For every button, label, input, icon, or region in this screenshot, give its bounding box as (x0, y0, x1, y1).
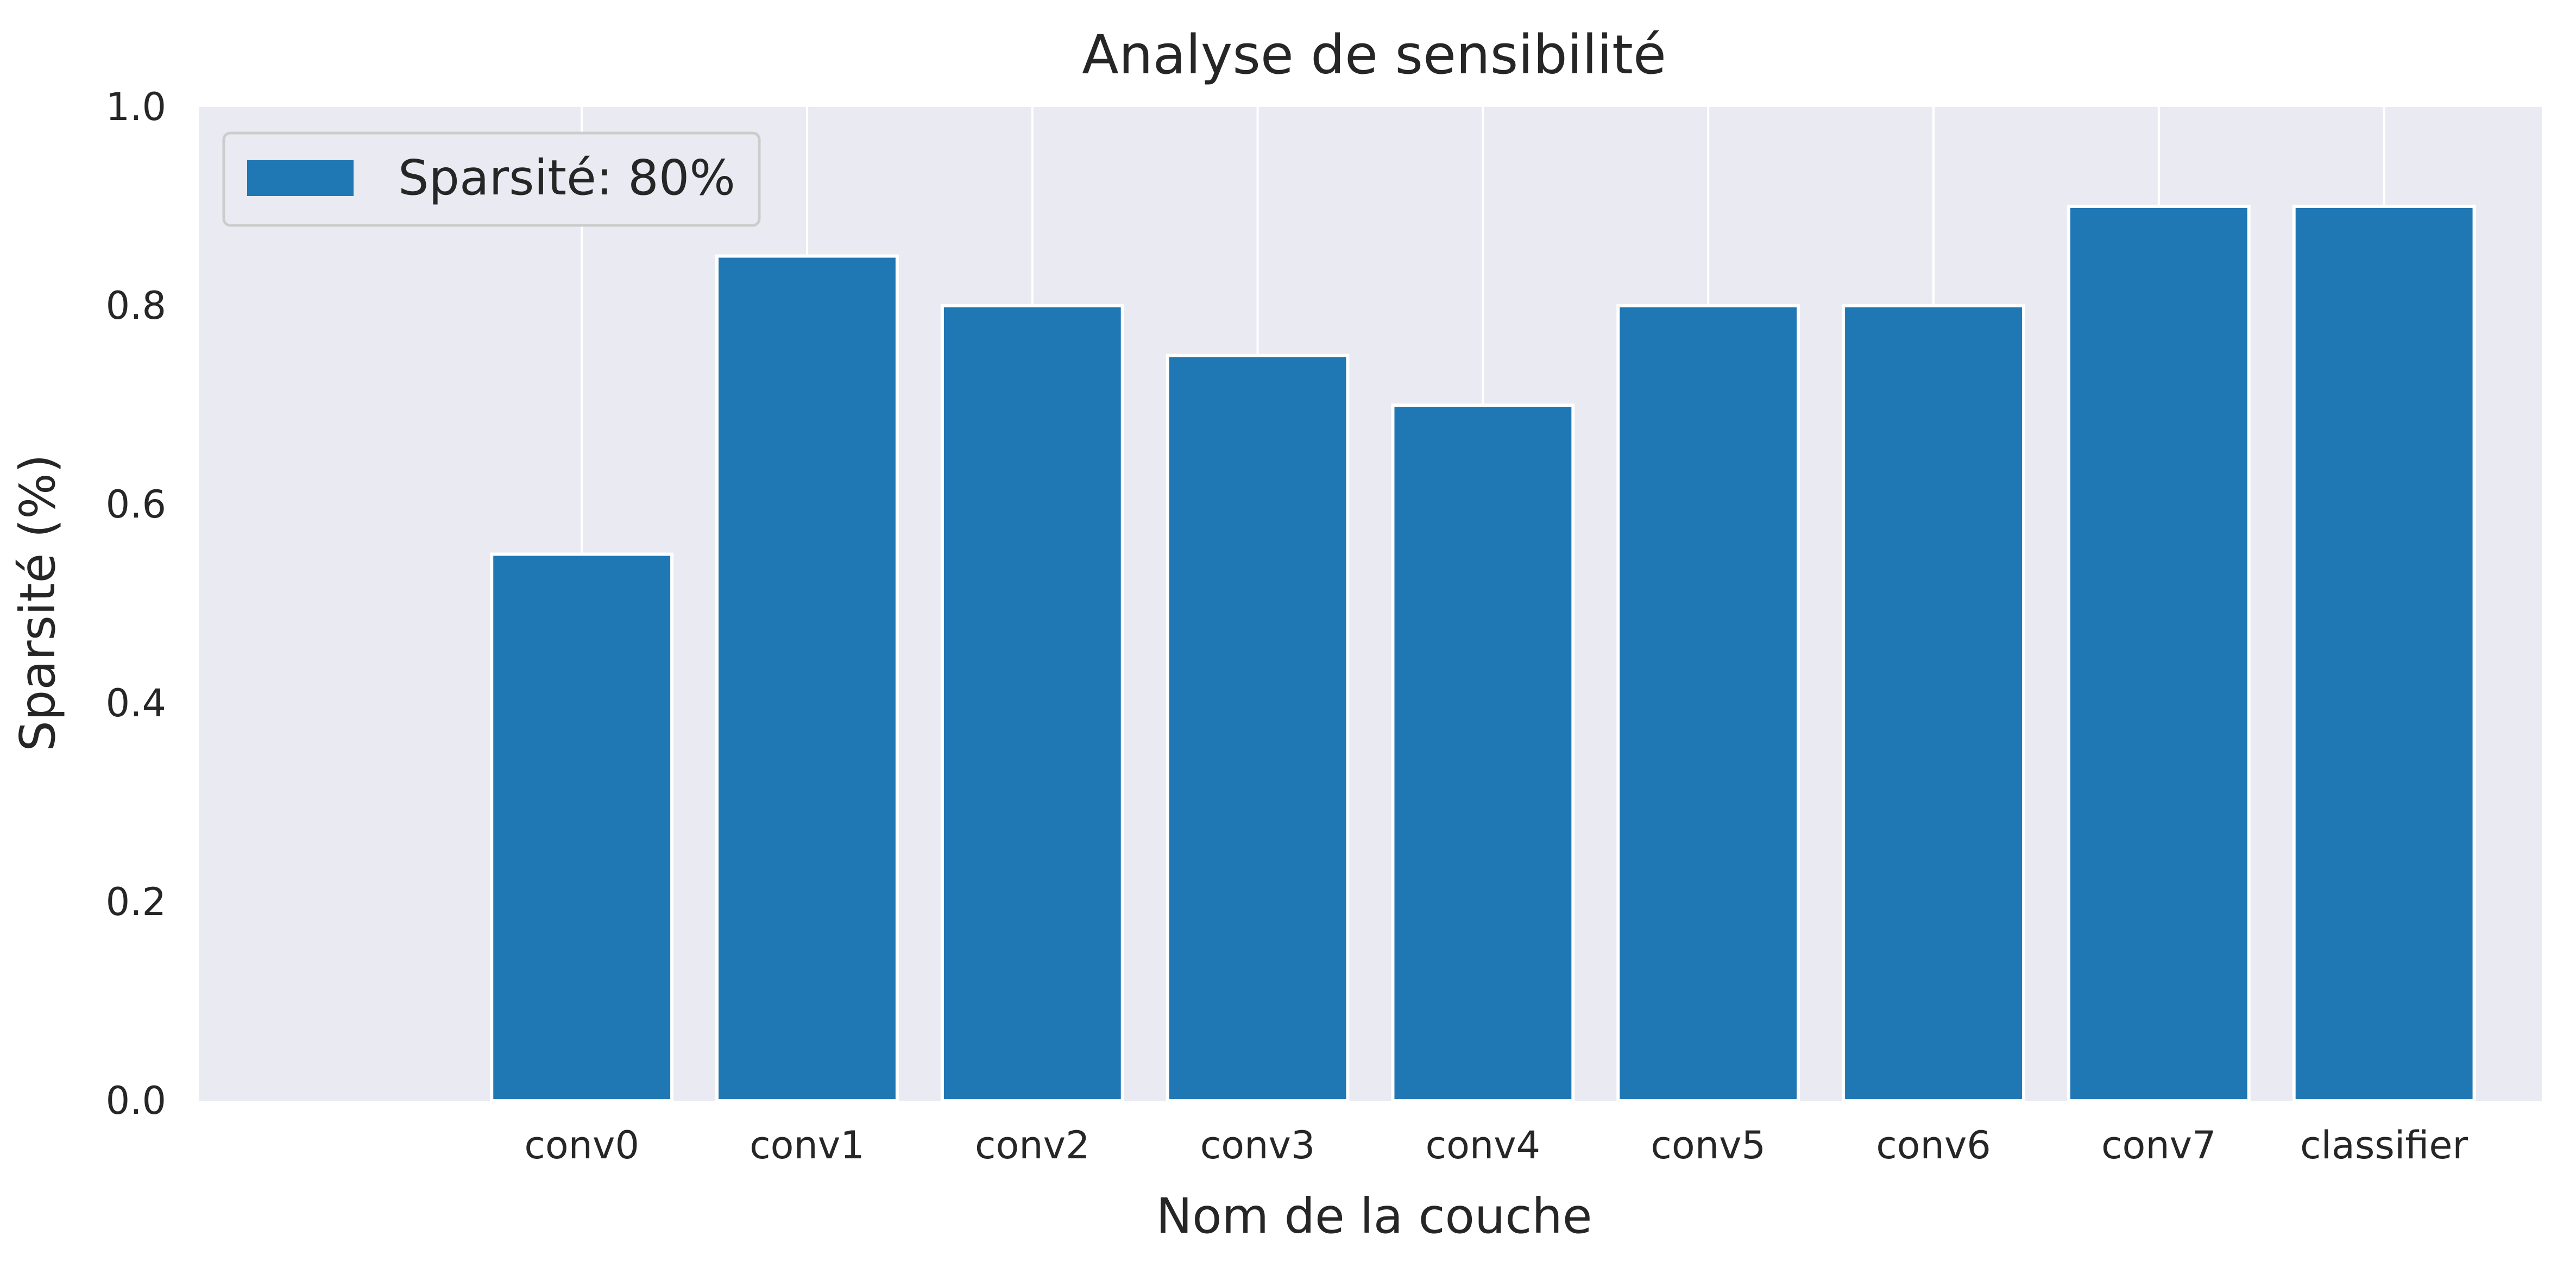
x-tick-label: conv1 (750, 1123, 865, 1168)
y-tick-label: 0.8 (106, 283, 166, 328)
bar-conv1 (715, 254, 899, 1102)
bar-conv6 (1842, 304, 2025, 1102)
bars-group (490, 205, 2476, 1102)
x-tick-label: classifier (2300, 1123, 2468, 1168)
y-tick-label: 0.4 (106, 681, 166, 726)
y-tick-label: 1.0 (106, 85, 166, 129)
x-tick-label: conv5 (1651, 1123, 1766, 1168)
y-tick-label: 0.6 (106, 482, 166, 527)
y-axis-ticks: 0.0 0.2 0.4 0.6 0.8 1.0 (106, 85, 166, 1123)
bar-conv4 (1391, 403, 1575, 1102)
x-tick-label: conv6 (1876, 1123, 1991, 1168)
y-tick-label: 0.0 (106, 1079, 166, 1123)
x-axis-label: Nom de la couche (1156, 1188, 1592, 1244)
x-tick-label: conv3 (1200, 1123, 1315, 1168)
y-axis-label: Sparsité (%) (9, 454, 66, 751)
x-tick-label: conv0 (524, 1123, 639, 1168)
legend: Sparsité: 80% (222, 131, 761, 227)
bar-classifier (2292, 205, 2476, 1102)
x-tick-label: conv2 (975, 1123, 1090, 1168)
bar-conv0 (490, 552, 674, 1102)
legend-label: Sparsité: 80% (398, 149, 735, 206)
bar-conv3 (1166, 354, 1350, 1102)
x-tick-label: conv4 (1426, 1123, 1541, 1168)
bar-conv2 (940, 304, 1124, 1102)
x-tick-label: conv7 (2101, 1123, 2216, 1168)
y-tick-label: 0.2 (106, 880, 166, 924)
chart-title: Analyse de sensibilité (1082, 24, 1666, 86)
x-axis-ticks: conv0 conv1 conv2 conv3 conv4 conv5 conv6 conv7… (524, 1123, 2468, 1168)
legend-swatch (247, 160, 354, 196)
bar-conv7 (2067, 205, 2251, 1102)
bar-conv5 (1616, 304, 1800, 1102)
legend-box (222, 131, 761, 227)
